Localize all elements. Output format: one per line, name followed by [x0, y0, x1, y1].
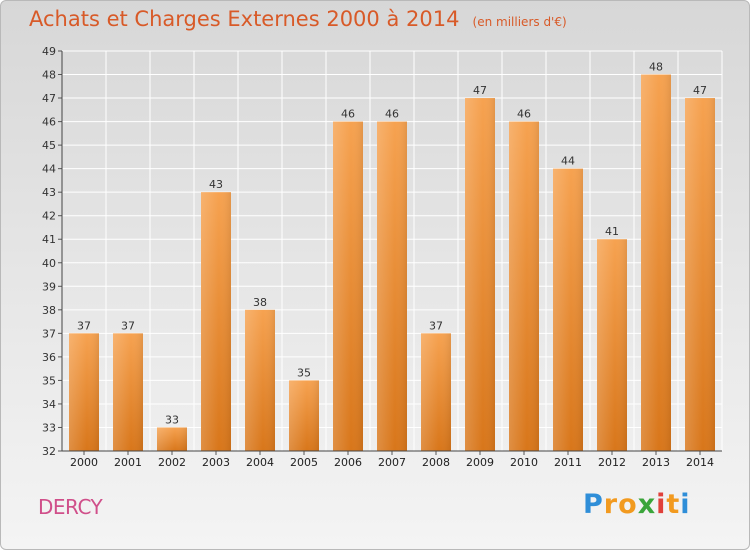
- chart-unit: (en milliers d'€): [472, 15, 567, 29]
- x-tick-label: 2012: [598, 456, 626, 469]
- bar-value-label: 35: [297, 366, 311, 379]
- y-tick-label: 38: [42, 304, 56, 317]
- bar-value-label: 38: [253, 296, 267, 309]
- bar-highlight: [509, 121, 539, 452]
- y-tick-label: 44: [42, 163, 56, 176]
- bar-value-label: 47: [693, 84, 707, 97]
- bar-value-label: 37: [429, 319, 443, 332]
- y-tick-label: 37: [42, 327, 56, 340]
- y-tick-label: 49: [42, 45, 56, 58]
- bar-value-label: 44: [561, 155, 575, 168]
- x-tick-label: 2006: [334, 456, 362, 469]
- bar-value-label: 43: [209, 178, 223, 191]
- bar-value-label: 37: [77, 319, 91, 332]
- bar-highlight: [201, 192, 231, 452]
- commune-name: DERCY: [38, 495, 103, 519]
- y-tick-label: 41: [42, 233, 56, 246]
- bar-value-label: 33: [165, 413, 179, 426]
- bar-value-label: 41: [605, 225, 619, 238]
- y-tick-label: 48: [42, 69, 56, 82]
- logo-letter: t: [666, 489, 681, 520]
- logo-letter: r: [603, 489, 619, 520]
- logo-letter: x: [637, 489, 657, 520]
- bar-highlight: [641, 74, 671, 451]
- x-tick-label: 2001: [114, 456, 142, 469]
- bar-value-label: 47: [473, 84, 487, 97]
- bar-highlight: [69, 333, 99, 451]
- bar-value-label: 46: [341, 108, 355, 121]
- bar-highlight: [113, 333, 143, 451]
- x-tick-label: 2002: [158, 456, 186, 469]
- y-tick-label: 46: [42, 116, 56, 129]
- x-tick-label: 2011: [554, 456, 582, 469]
- bar-highlight: [289, 380, 319, 451]
- logo-letter: P: [583, 489, 604, 520]
- x-tick-label: 2004: [246, 456, 274, 469]
- y-tick-label: 42: [42, 210, 56, 223]
- x-tick-label: 2009: [466, 456, 494, 469]
- x-tick-label: 2007: [378, 456, 406, 469]
- x-tick-label: 2013: [642, 456, 670, 469]
- logo-letter: i: [680, 489, 691, 520]
- x-tick-label: 2003: [202, 456, 230, 469]
- y-tick-label: 40: [42, 257, 56, 270]
- bar-value-label: 37: [121, 319, 135, 332]
- bar-highlight: [465, 98, 495, 451]
- bar-highlight: [597, 239, 627, 451]
- y-tick-label: 47: [42, 92, 56, 105]
- x-tick-label: 2005: [290, 456, 318, 469]
- x-tick-label: 2010: [510, 456, 538, 469]
- bar-highlight: [553, 168, 583, 451]
- chart-title: Achats et Charges Externes 2000 à 2014: [29, 7, 460, 31]
- proxiti-logo: Proxiti: [583, 489, 691, 520]
- bar-highlight: [245, 309, 275, 451]
- y-tick-label: 33: [42, 421, 56, 434]
- y-tick-label: 45: [42, 139, 56, 152]
- chart-title-block: Achats et Charges Externes 2000 à 2014 (…: [29, 7, 567, 31]
- y-tick-label: 32: [42, 445, 56, 458]
- y-tick-label: 43: [42, 186, 56, 199]
- y-tick-label: 36: [42, 351, 56, 364]
- logo-letter: i: [656, 489, 667, 520]
- bar-highlight: [421, 333, 451, 451]
- bar-value-label: 46: [385, 108, 399, 121]
- bar-highlight: [333, 121, 363, 452]
- bar-value-label: 46: [517, 108, 531, 121]
- x-tick-label: 2014: [686, 456, 714, 469]
- logo-letter: o: [618, 489, 638, 520]
- bar-highlight: [685, 98, 715, 451]
- y-tick-label: 34: [42, 398, 56, 411]
- bar-highlight: [377, 121, 407, 452]
- y-tick-label: 39: [42, 280, 56, 293]
- bar-highlight: [157, 427, 187, 451]
- x-tick-label: 2008: [422, 456, 450, 469]
- y-tick-label: 35: [42, 374, 56, 387]
- x-tick-label: 2000: [70, 456, 98, 469]
- bar-value-label: 48: [649, 61, 663, 74]
